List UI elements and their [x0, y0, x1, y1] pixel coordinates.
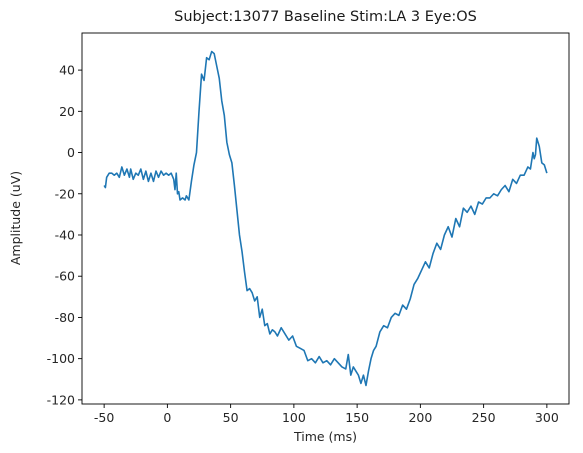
y-tick-label: -100 [47, 351, 75, 366]
y-tick-label: -60 [55, 269, 75, 284]
x-tick-label: 150 [345, 410, 369, 425]
y-tick-label: -80 [55, 310, 75, 325]
y-tick-label: 40 [59, 63, 75, 78]
x-tick-label: 0 [163, 410, 171, 425]
series-line-0 [103, 50, 548, 387]
plot-area: -50 0 50 100 150 200 250 300-120-100-80-60-40-2… [47, 32, 570, 425]
x-tick-label: 100 [282, 410, 306, 425]
x-tick-label: 200 [408, 410, 432, 425]
y-axis-label: Amplitude (uV) [8, 171, 23, 265]
x-tick-label: 250 [472, 410, 496, 425]
x-tick-label: -50 [94, 410, 114, 425]
y-tick-label: 20 [59, 104, 75, 119]
y-tick-label: -20 [55, 186, 75, 201]
y-tick-label: 0 [67, 145, 75, 160]
axes-frame [81, 32, 570, 405]
y-tick-label: -120 [47, 392, 75, 407]
x-tick-label: 300 [535, 410, 559, 425]
chart-title: Subject:13077 Baseline Stim:LA 3 Eye:OS [174, 9, 477, 25]
x-tick-label: 50 [223, 410, 239, 425]
x-axis-label: Time (ms) [293, 429, 357, 444]
y-tick-label: -40 [55, 227, 75, 242]
